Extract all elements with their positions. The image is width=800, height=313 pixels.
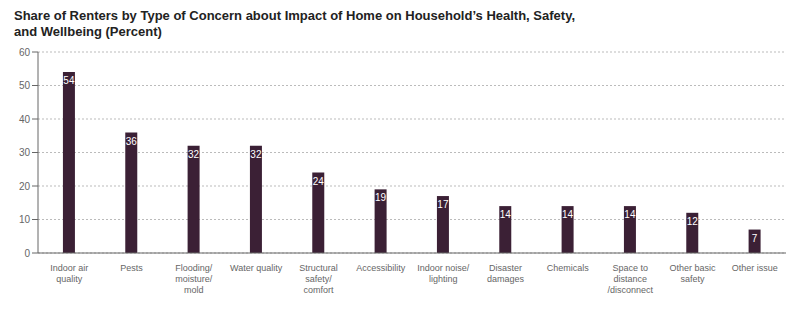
svg-text:Other issue: Other issue (732, 263, 778, 273)
svg-text:Indoor noise/lighting: Indoor noise/lighting (417, 263, 470, 284)
svg-text:32: 32 (188, 149, 200, 160)
svg-text:14: 14 (500, 209, 512, 220)
svg-text:32: 32 (250, 149, 262, 160)
svg-text:20: 20 (19, 181, 31, 192)
svg-text:0: 0 (24, 248, 30, 259)
svg-text:60: 60 (19, 47, 31, 58)
svg-text:14: 14 (562, 209, 574, 220)
svg-text:14: 14 (624, 209, 636, 220)
svg-text:24: 24 (313, 176, 325, 187)
svg-text:Water quality: Water quality (230, 263, 283, 273)
svg-text:19: 19 (375, 192, 387, 203)
svg-text:10: 10 (19, 214, 31, 225)
svg-text:12: 12 (687, 216, 699, 227)
html-text:and Wellbeing (Percent): and Wellbeing (Percent) (14, 24, 162, 39)
svg-text:Space todistance/disconnect: Space todistance/disconnect (607, 263, 653, 295)
svg-text:Pests: Pests (120, 263, 143, 273)
svg-text:7: 7 (752, 233, 758, 244)
svg-text:50: 50 (19, 80, 31, 91)
svg-text:Indoor airquality: Indoor airquality (50, 263, 88, 284)
svg-text:17: 17 (437, 199, 449, 210)
svg-text:Other basicsafety: Other basicsafety (669, 263, 716, 284)
svg-text:54: 54 (63, 75, 75, 86)
svg-text:Disasterdamages: Disasterdamages (487, 263, 525, 284)
svg-text:Flooding/moisture/mold: Flooding/moisture/mold (175, 263, 213, 295)
html-text:Share of Renters by Type of Co: Share of Renters by Type of Concern abou… (14, 8, 575, 23)
svg-text:Structuralsafety/comfort: Structuralsafety/comfort (299, 263, 338, 295)
svg-text:Chemicals: Chemicals (547, 263, 590, 273)
svg-text:30: 30 (19, 147, 31, 158)
svg-text:Accessibility: Accessibility (356, 263, 406, 273)
svg-text:40: 40 (19, 114, 31, 125)
svg-text:36: 36 (126, 136, 138, 147)
